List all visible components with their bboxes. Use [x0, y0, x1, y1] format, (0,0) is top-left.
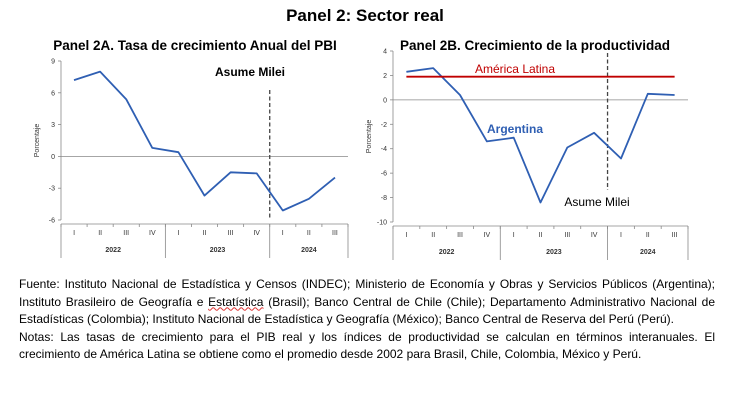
year-label: 2024: [640, 249, 656, 256]
milei-marker-label: Asume Milei: [215, 65, 285, 79]
x-tick-label: III: [564, 232, 570, 239]
y-tick-label: -8: [381, 195, 387, 202]
x-tick-label: I: [513, 232, 515, 239]
y-tick-label: 9: [51, 59, 55, 66]
x-tick-label: I: [620, 232, 622, 239]
chart-panel-2b: Panel 2B. Crecimiento de la productivida…: [366, 38, 689, 260]
year-label: 2022: [439, 249, 455, 256]
y-tick-label: -6: [49, 218, 55, 225]
notes-block: Fuente: Instituto Nacional de Estadístic…: [19, 276, 715, 364]
main-title: Panel 2: Sector real: [286, 6, 444, 25]
series-label: América Latina: [475, 62, 555, 76]
x-tick-label: III: [228, 230, 234, 237]
method-note: Notas: Las tasas de crecimiento para el …: [19, 329, 715, 362]
x-tick-label: III: [672, 232, 678, 239]
chart-panel-2a: Panel 2A. Tasa de crecimiento Anual del …: [34, 38, 349, 258]
y-tick-label: 2: [383, 73, 387, 80]
y-axis-label: Porcentaje: [366, 120, 373, 154]
x-tick-label: II: [307, 230, 311, 237]
x-tick-label: II: [539, 232, 543, 239]
source-note-part-1: Fuente: Instituto Nacional de Estadístic…: [19, 277, 715, 309]
x-tick-label: IV: [484, 232, 491, 239]
x-tick-label: III: [332, 230, 338, 237]
y-tick-label: 0: [383, 97, 387, 104]
x-tick-label: IV: [591, 232, 598, 239]
x-tick-label: II: [203, 230, 207, 237]
x-tick-label: I: [405, 232, 407, 239]
y-tick-label: 4: [383, 49, 387, 56]
x-tick-label: IV: [253, 230, 260, 237]
x-tick-label: II: [431, 232, 435, 239]
x-tick-label: IV: [149, 230, 156, 237]
series-line-pbi: [73, 70, 336, 212]
y-tick-label: -3: [49, 186, 55, 193]
x-tick-label: III: [123, 230, 129, 237]
x-tick-label: II: [646, 232, 650, 239]
y-tick-label: 3: [51, 122, 55, 129]
source-note: Fuente: Instituto Nacional de Estadístic…: [19, 276, 715, 329]
source-note-spellcheck-word: Estatística: [208, 294, 264, 309]
y-tick-label: 6: [51, 90, 55, 97]
year-label: 2023: [546, 249, 562, 256]
x-tick-label: II: [98, 230, 102, 237]
y-axis-label: Porcentaje: [34, 124, 41, 158]
milei-marker-label: Asume Milei: [564, 195, 629, 209]
x-tick-label: III: [457, 232, 463, 239]
x-tick-label: I: [73, 230, 75, 237]
year-label: 2023: [210, 247, 226, 254]
y-tick-label: 0: [51, 154, 55, 161]
y-tick-label: -2: [381, 122, 387, 129]
series-label: Argentina: [487, 122, 543, 136]
y-tick-label: -4: [381, 146, 387, 153]
x-tick-label: I: [177, 230, 179, 237]
year-label: 2022: [105, 247, 121, 254]
y-tick-label: -6: [381, 171, 387, 178]
year-label: 2024: [301, 247, 317, 254]
y-tick-label: -10: [377, 220, 387, 227]
source-note-part-2: (Brasil); Banco Central de Chile (Chile)…: [19, 294, 715, 327]
chart-title: Panel 2B. Crecimiento de la productivida…: [400, 38, 670, 53]
x-tick-label: I: [282, 230, 284, 237]
chart-title: Panel 2A. Tasa de crecimiento Anual del …: [53, 38, 337, 53]
